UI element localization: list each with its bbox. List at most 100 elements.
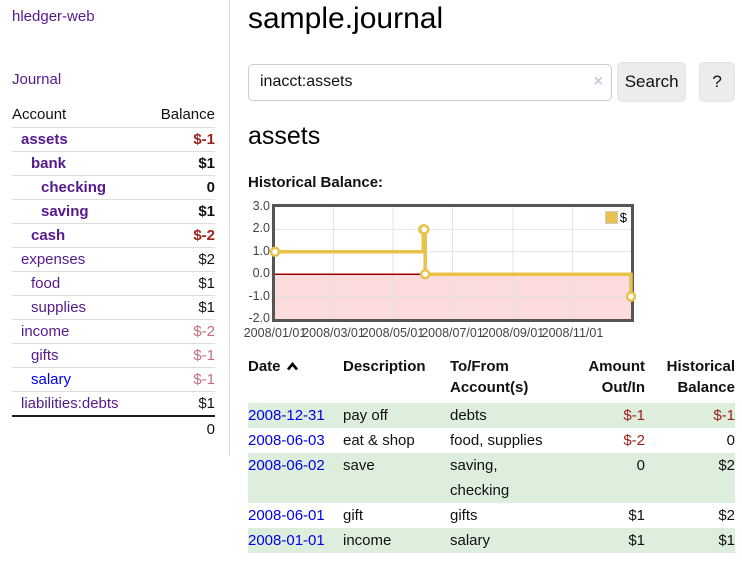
sidebar-account-row: gifts $-1 <box>12 343 215 367</box>
balance-column-header: Historical Balance <box>666 358 735 396</box>
account-balance: $-1 <box>193 371 215 388</box>
transaction-amount: $1 <box>628 507 645 524</box>
transaction-date-link[interactable]: 2008-06-03 <box>248 432 325 449</box>
transaction-row: 2008-06-01 gift gifts $1 $2 <box>248 503 735 528</box>
y-axis-tick-label: 2.0 <box>252 221 270 236</box>
transaction-row: 2008-06-03 eat & shop food, supplies $-2 0 <box>248 428 735 453</box>
transaction-balance: $2 <box>718 507 735 524</box>
app-brand-link[interactable]: hledger-web <box>12 8 95 25</box>
transaction-balance: $1 <box>718 532 735 549</box>
search-input-wrap: × <box>248 63 612 101</box>
transaction-balance: $2 <box>718 457 735 474</box>
transaction-amount: $-1 <box>623 407 645 424</box>
transaction-description: eat & shop <box>343 432 415 449</box>
accounts-table-header: Account Balance <box>12 102 215 127</box>
amount-column-header: Amount Out/In <box>588 358 645 396</box>
sort-asc-icon <box>286 356 299 377</box>
series-swatch-icon <box>604 211 618 224</box>
sidebar-divider <box>229 0 230 456</box>
transaction-row: 2008-12-31 pay off debts $-1 $-1 <box>248 403 735 428</box>
transaction-balance: $-1 <box>713 407 735 424</box>
chart-legend: $ <box>604 210 627 225</box>
page-title: sample.journal <box>248 2 444 35</box>
sidebar-account-saving[interactable]: saving <box>41 203 89 220</box>
sidebar-account-assets[interactable]: assets <box>21 131 68 148</box>
help-button[interactable]: ? <box>699 62 735 102</box>
x-axis-tick-label: 2008/07/01 <box>421 326 484 340</box>
register-header-row: Date Description To/From Account(s) Amou… <box>248 356 735 403</box>
accounts-total-row: 0 <box>12 415 215 441</box>
account-balance: $1 <box>198 155 215 172</box>
x-axis-tick-label: 2008/11/01 <box>541 326 604 340</box>
transaction-accounts: salary <box>450 532 491 549</box>
sidebar-account-row: cash $-2 <box>12 223 215 247</box>
description-column-header: Description <box>343 358 426 375</box>
account-balance: $-2 <box>193 323 215 340</box>
search-input[interactable] <box>248 63 612 101</box>
x-axis-tick-label: 2008/01/01 <box>243 326 307 340</box>
tofrom-column-header: To/From Account(s) <box>450 358 529 396</box>
x-axis-tick-label: 2008/03/01 <box>302 326 365 340</box>
date-column-header[interactable]: Date <box>248 356 343 403</box>
account-balance: $1 <box>198 275 215 292</box>
sidebar-account-liabilities-debts[interactable]: liabilities:debts <box>21 395 119 412</box>
accounts-table: Account Balance assets $-1 bank $1 checking 0… <box>12 102 215 441</box>
account-balance: $-2 <box>193 227 215 244</box>
transaction-description: gift <box>343 507 364 524</box>
chart-legend-label: $ <box>619 210 627 225</box>
transaction-description: pay off <box>343 407 388 424</box>
sidebar-account-gifts[interactable]: gifts <box>31 347 59 364</box>
transaction-balance: 0 <box>726 432 735 449</box>
balance-column-header: Balance <box>160 106 215 123</box>
sidebar-account-row: bank $1 <box>12 151 215 175</box>
y-axis-tick-label: 0.0 <box>252 266 270 281</box>
sidebar-account-row: food $1 <box>12 271 215 295</box>
y-axis-tick-label: -2.0 <box>248 311 270 325</box>
sidebar-account-row: expenses $2 <box>12 247 215 271</box>
transaction-row: 2008-01-01 income salary $1 $1 <box>248 528 735 553</box>
transaction-amount: $-2 <box>623 432 645 449</box>
total-balance: 0 <box>206 420 215 438</box>
transaction-accounts: gifts <box>450 507 478 524</box>
sidebar-account-checking[interactable]: checking <box>41 179 107 196</box>
transaction-date-link[interactable]: 2008-06-01 <box>248 507 325 524</box>
y-axis-tick-label: -1.0 <box>248 288 270 303</box>
sidebar-account-row: checking 0 <box>12 175 215 199</box>
account-balance: $1 <box>198 203 215 220</box>
sidebar-account-bank[interactable]: bank <box>31 155 67 172</box>
transaction-accounts: food, supplies <box>450 432 543 449</box>
transaction-amount: 0 <box>636 457 645 474</box>
x-axis-tick-label: 2008/09/01 <box>481 326 545 340</box>
transaction-description: save <box>343 457 375 474</box>
sidebar-account-row: salary $-1 <box>12 367 215 391</box>
transaction-date-link[interactable]: 2008-01-01 <box>248 532 325 549</box>
sidebar-account-row: liabilities:debts $1 <box>12 391 215 415</box>
sidebar-account-food[interactable]: food <box>31 275 61 292</box>
transaction-description: income <box>343 532 392 549</box>
account-balance: $-1 <box>193 347 215 364</box>
sidebar-account-row: supplies $1 <box>12 295 215 319</box>
transaction-row: 2008-06-02 save saving, checking 0 $2 <box>248 453 735 503</box>
sidebar-account-supplies[interactable]: supplies <box>31 299 87 316</box>
sidebar-account-salary[interactable]: salary <box>31 371 72 388</box>
sidebar-item-journal[interactable]: Journal <box>12 71 62 88</box>
balance-chart-plot: $ <box>269 204 637 322</box>
register-table: Date Description To/From Account(s) Amou… <box>248 356 735 553</box>
transaction-date-link[interactable]: 2008-06-02 <box>248 457 325 474</box>
sidebar-account-cash[interactable]: cash <box>31 227 66 244</box>
account-balance: $1 <box>198 395 215 412</box>
search-form: × Search ? <box>248 62 735 102</box>
account-heading: assets <box>248 122 321 150</box>
y-axis-tick-label: 3.0 <box>252 199 270 213</box>
transaction-amount: $1 <box>628 532 645 549</box>
clear-search-icon[interactable]: × <box>593 72 603 90</box>
sidebar-account-expenses[interactable]: expenses <box>21 251 86 268</box>
sidebar-account-row: assets $-1 <box>12 127 215 151</box>
historical-balance-chart: $ 3.0 2.0 1.0 0.0 -1.0 -2.0 2008/01/01 2008/03/… <box>244 198 735 350</box>
sidebar-account-income[interactable]: income <box>21 323 70 340</box>
transaction-accounts: debts <box>450 407 487 424</box>
search-button[interactable]: Search <box>617 62 687 102</box>
transaction-date-link[interactable]: 2008-12-31 <box>248 407 325 424</box>
x-axis-tick-label: 2008/05/01 <box>361 326 425 340</box>
sidebar-account-row: saving $1 <box>12 199 215 223</box>
